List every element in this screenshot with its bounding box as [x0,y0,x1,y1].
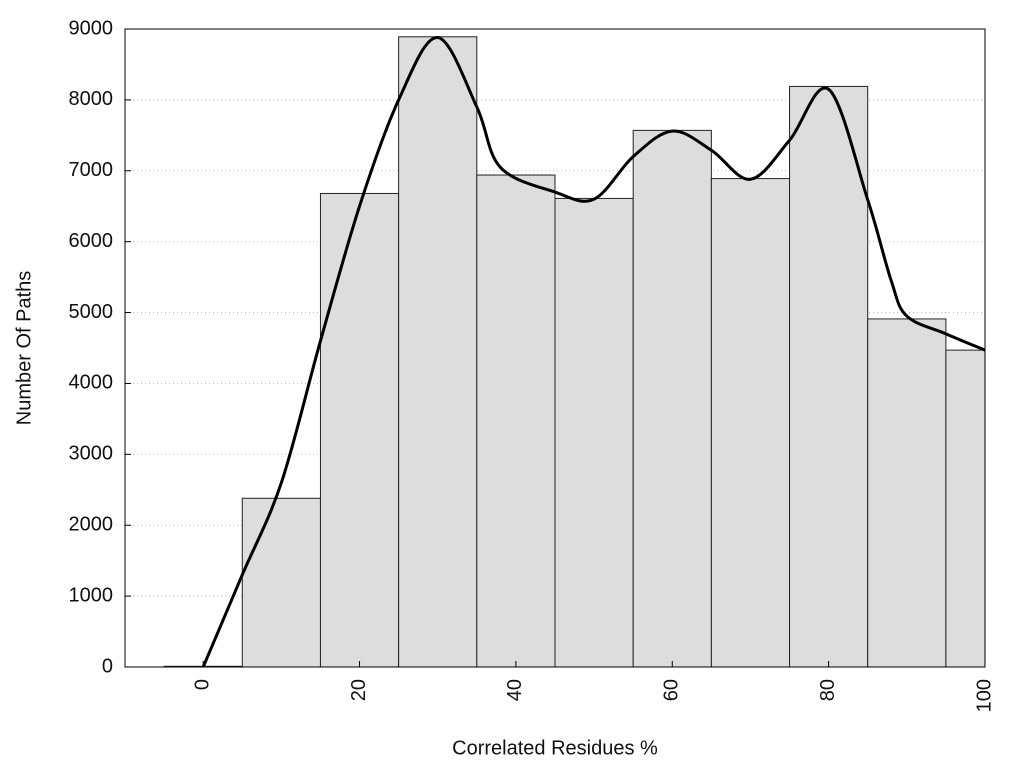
plot-frame [124,28,986,668]
bar [319,192,400,667]
y-tick-label: 5000 [69,301,114,323]
x-tick-label: 60 [661,679,683,701]
x-tick-label: 0 [191,679,213,690]
y-tick-label: 8000 [69,88,114,110]
x-axis-label: Correlated Residues % [452,737,658,759]
y-tick-label: 7000 [69,159,114,181]
x-tick-label: 80 [817,679,839,701]
bar [945,349,985,667]
y-tick-label: 6000 [69,230,114,252]
y-tick-label: 4000 [69,372,114,394]
x-tick-label: 40 [504,679,526,701]
y-tick-label: 9000 [69,17,114,39]
bar [241,497,321,667]
y-tick-label: 1000 [69,584,114,606]
y-tick-label: 3000 [69,443,114,465]
bar [476,174,556,667]
y-axis-label: Number Of Paths [13,271,35,426]
x-tick-label: 20 [348,679,370,701]
bar [398,36,478,667]
x-tick-label: 100 [973,679,995,712]
y-tick-label: 2000 [69,514,114,536]
bar [867,318,947,667]
bar [789,85,869,667]
bar [632,129,712,667]
y-tick-label: 0 [102,655,113,677]
bar [710,178,791,667]
density-curve [201,36,985,667]
bar [554,197,634,667]
